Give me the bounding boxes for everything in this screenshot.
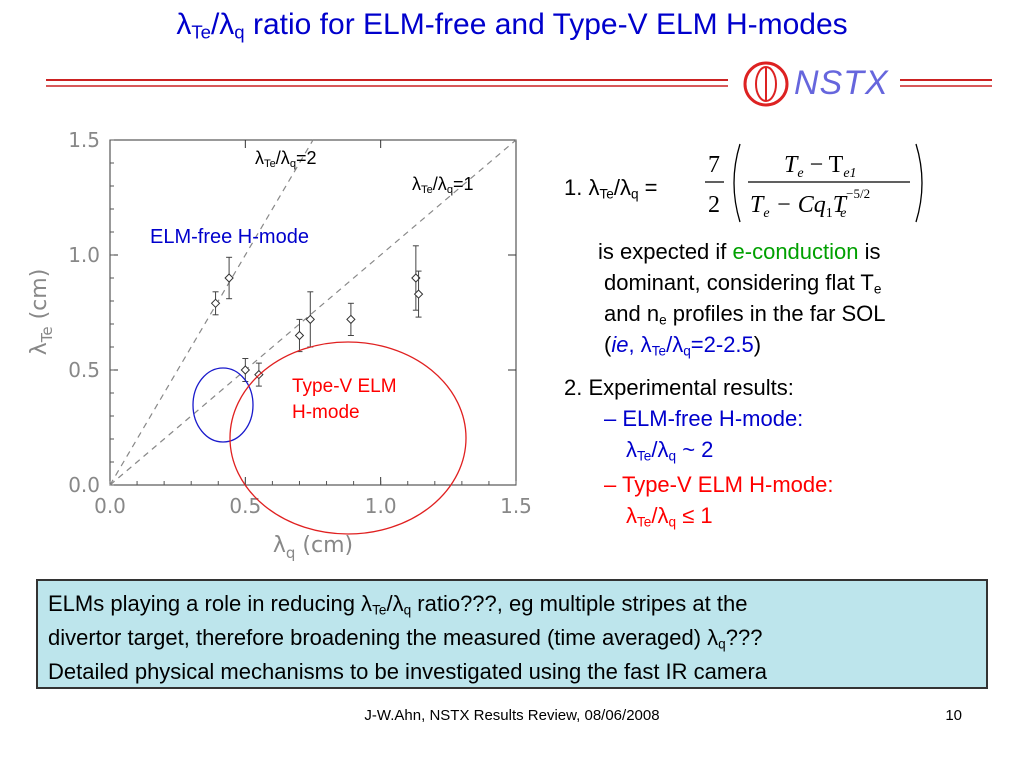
x-tick-label: 1.5 bbox=[500, 494, 532, 518]
data-point-diamond bbox=[294, 330, 305, 341]
item1-label: 1. λTe/λq = bbox=[564, 175, 658, 202]
x-tick-label: 1.0 bbox=[365, 494, 397, 518]
elm-free-result-value: λTe/λq ~ 2 bbox=[626, 437, 714, 464]
type-v-group-ellipse bbox=[229, 341, 467, 535]
data-point-diamond bbox=[210, 298, 221, 309]
lambda-scatter-plot: 0.0 0.5 1.0 1.5 0.0 0.5 1.0 1.5 λq (cm) λTe (cm… bbox=[27, 128, 532, 562]
para-line4: (ie, λTe/λq=2-2.5) bbox=[604, 332, 762, 359]
formula-denominator: Te − Cq1T−5/2 e bbox=[750, 186, 870, 221]
expectation-paragraph: is expected if e-conduction is dominant,… bbox=[598, 236, 886, 360]
y-tick-label: 1.0 bbox=[68, 243, 100, 267]
data-point-diamond bbox=[240, 365, 251, 375]
elm-free-result-label: – ELM-free H-mode: bbox=[604, 406, 804, 431]
reference-line-ratio-2 bbox=[109, 139, 314, 486]
ratio2-line-label: λTe/λq=2 bbox=[255, 148, 317, 170]
para-line3: and ne profiles in the far SOL bbox=[604, 301, 886, 328]
note-line2: divertor target, therefore broadening th… bbox=[48, 625, 763, 652]
y-axis-label: λTe (cm) bbox=[27, 269, 56, 356]
ratio-formula: 7 2 Te − Te1 Te − Cq1T−5/2 e bbox=[705, 143, 923, 223]
reference-line-ratio-1 bbox=[109, 139, 517, 486]
elm-free-group-ellipse bbox=[192, 367, 254, 443]
conclusion-note-box: ELMs playing a role in reducing λTe/λq r… bbox=[36, 579, 988, 689]
data-point-diamond bbox=[413, 289, 424, 299]
formula-numerator: Te − Te1 bbox=[784, 152, 857, 181]
data-point-diamond bbox=[224, 273, 234, 283]
slide-title: λTe/λq ratio for ELM-free and Type-V ELM… bbox=[176, 8, 848, 43]
coef-numerator: 7 bbox=[708, 152, 720, 178]
header-rule bbox=[46, 79, 992, 87]
type-v-result-value: λTe/λq ≤ 1 bbox=[626, 503, 713, 530]
item2-heading: 2. Experimental results: bbox=[564, 375, 794, 400]
para-line2: dominant, considering flat Te bbox=[604, 270, 882, 297]
page-number: 10 bbox=[945, 707, 962, 724]
type-v-label-line1: Type-V ELM bbox=[292, 376, 397, 397]
ratio1-line-label: λTe/λq=1 bbox=[412, 174, 474, 196]
y-tick-label: 0.0 bbox=[68, 473, 100, 497]
note-line1: ELMs playing a role in reducing λTe/λq r… bbox=[48, 591, 748, 618]
y-tick-label: 0.5 bbox=[68, 358, 100, 382]
nstx-logo-icon bbox=[743, 61, 789, 107]
type-v-label-line2: H-mode bbox=[292, 402, 360, 423]
coef-denominator: 2 bbox=[708, 192, 720, 218]
type-v-result-label: – Type-V ELM H-mode: bbox=[604, 472, 834, 497]
type-v-label: Type-V ELM H-mode bbox=[292, 374, 397, 426]
item2-block: 2. Experimental results: – ELM-free H-mo… bbox=[564, 372, 833, 531]
elm-free-label: ELM-free H-mode bbox=[150, 226, 309, 248]
para-line1: is expected if e-conduction is bbox=[598, 239, 881, 264]
x-tick-label: 0.0 bbox=[94, 494, 126, 518]
logo-text: NSTX bbox=[794, 64, 889, 102]
nstx-logo: NSTX bbox=[742, 60, 892, 108]
y-tick-label: 1.5 bbox=[68, 128, 100, 152]
data-point-diamond bbox=[346, 314, 356, 325]
x-tick-label: 0.5 bbox=[229, 494, 261, 518]
x-axis-label: λq (cm) bbox=[273, 533, 353, 562]
note-line3: Detailed physical mechanisms to be inves… bbox=[48, 659, 768, 684]
data-point-diamond bbox=[305, 314, 316, 325]
footer-text: J-W.Ahn, NSTX Results Review, 08/06/2008 bbox=[364, 707, 660, 724]
